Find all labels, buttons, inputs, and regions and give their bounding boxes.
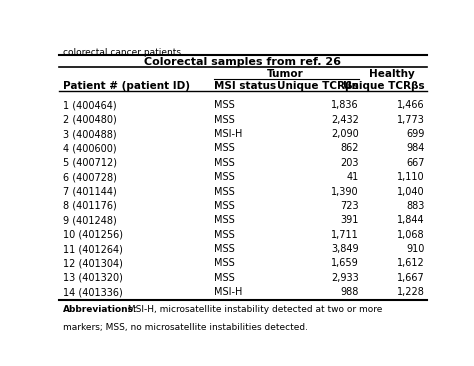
- Text: 3,849: 3,849: [331, 244, 359, 254]
- Text: 862: 862: [340, 143, 359, 153]
- Text: 2,432: 2,432: [331, 115, 359, 125]
- Text: MSS: MSS: [213, 201, 234, 211]
- Text: 1,844: 1,844: [397, 215, 425, 225]
- Text: 391: 391: [340, 215, 359, 225]
- Text: MSI-H, microsatellite instability detected at two or more: MSI-H, microsatellite instability detect…: [125, 305, 382, 314]
- Text: MSS: MSS: [213, 215, 234, 225]
- Text: 910: 910: [406, 244, 425, 254]
- Text: 2,933: 2,933: [331, 273, 359, 283]
- Text: markers; MSS, no microsatellite instabilities detected.: markers; MSS, no microsatellite instabil…: [63, 323, 308, 332]
- Text: 1,040: 1,040: [397, 187, 425, 197]
- Text: 1,612: 1,612: [397, 258, 425, 268]
- Text: 8 (401176): 8 (401176): [63, 201, 117, 211]
- Text: 7 (401144): 7 (401144): [63, 187, 117, 197]
- Text: MSS: MSS: [213, 115, 234, 125]
- Text: 1 (400464): 1 (400464): [63, 100, 117, 110]
- Text: 4 (400600): 4 (400600): [63, 143, 117, 153]
- Text: Patient # (patient ID): Patient # (patient ID): [63, 81, 190, 91]
- Text: 1,773: 1,773: [397, 115, 425, 125]
- Text: MSI status: MSI status: [213, 81, 276, 91]
- Text: 723: 723: [340, 201, 359, 211]
- Text: 1,667: 1,667: [397, 273, 425, 283]
- Text: Healthy: Healthy: [369, 69, 415, 79]
- Text: Abbreviations:: Abbreviations:: [63, 305, 137, 314]
- Text: 10 (401256): 10 (401256): [63, 229, 123, 240]
- Text: 988: 988: [340, 287, 359, 297]
- Text: 1,659: 1,659: [331, 258, 359, 268]
- Text: 5 (400712): 5 (400712): [63, 158, 117, 168]
- Text: MSS: MSS: [213, 229, 234, 240]
- Text: 699: 699: [406, 129, 425, 139]
- Text: MSS: MSS: [213, 158, 234, 168]
- Text: Unique TCRβs: Unique TCRβs: [343, 81, 425, 91]
- Text: colorectal cancer patients: colorectal cancer patients: [63, 48, 181, 57]
- Text: 14 (401336): 14 (401336): [63, 287, 123, 297]
- Text: 12 (401304): 12 (401304): [63, 258, 123, 268]
- Text: 1,711: 1,711: [331, 229, 359, 240]
- Text: 667: 667: [406, 158, 425, 168]
- Text: MSS: MSS: [213, 143, 234, 153]
- Text: MSI-H: MSI-H: [213, 287, 242, 297]
- Text: 1,068: 1,068: [397, 229, 425, 240]
- Text: 1,110: 1,110: [397, 172, 425, 182]
- Text: 883: 883: [406, 201, 425, 211]
- Text: MSS: MSS: [213, 258, 234, 268]
- Text: 203: 203: [340, 158, 359, 168]
- Text: 9 (401248): 9 (401248): [63, 215, 117, 225]
- Text: 2 (400480): 2 (400480): [63, 115, 117, 125]
- Text: MSS: MSS: [213, 100, 234, 110]
- Text: 6 (400728): 6 (400728): [63, 172, 117, 182]
- Text: 41: 41: [346, 172, 359, 182]
- Text: 2,090: 2,090: [331, 129, 359, 139]
- Text: 3 (400488): 3 (400488): [63, 129, 117, 139]
- Text: Colorectal samples from ref. 26: Colorectal samples from ref. 26: [145, 57, 341, 67]
- Text: 1,836: 1,836: [331, 100, 359, 110]
- Text: Tumor: Tumor: [267, 69, 303, 79]
- Text: 1,390: 1,390: [331, 187, 359, 197]
- Text: 13 (401320): 13 (401320): [63, 273, 123, 283]
- Text: 984: 984: [406, 143, 425, 153]
- Text: MSS: MSS: [213, 244, 234, 254]
- Text: MSS: MSS: [213, 187, 234, 197]
- Text: Unique TCRβs: Unique TCRβs: [277, 81, 359, 91]
- Text: MSS: MSS: [213, 172, 234, 182]
- Text: MSI-H: MSI-H: [213, 129, 242, 139]
- Text: MSS: MSS: [213, 273, 234, 283]
- Text: 11 (401264): 11 (401264): [63, 244, 123, 254]
- Text: 1,466: 1,466: [397, 100, 425, 110]
- Text: 1,228: 1,228: [397, 287, 425, 297]
